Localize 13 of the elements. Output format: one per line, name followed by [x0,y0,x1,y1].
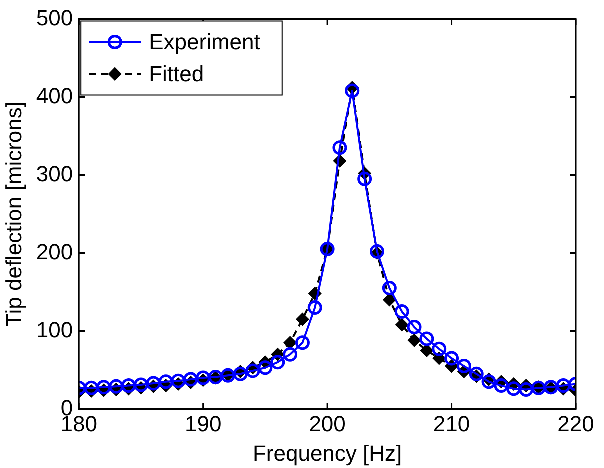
y-tick-label: 400 [36,83,74,108]
x-tick-label: 190 [184,411,222,436]
y-axis-title: Tip deflection [microns] [1,102,26,327]
x-tick-label: 200 [309,411,346,436]
x-tick-label: 210 [433,411,470,436]
y-tick-label: 500 [36,5,74,30]
x-axis-title: Frequency [Hz] [252,440,402,466]
y-tick-label: 300 [36,161,74,186]
y-tick-label: 100 [36,317,74,342]
legend-label: Experiment [149,29,260,54]
y-tick-label: 200 [36,239,74,264]
x-tick-label: 220 [558,411,594,436]
legend-label: Fitted [149,61,204,86]
